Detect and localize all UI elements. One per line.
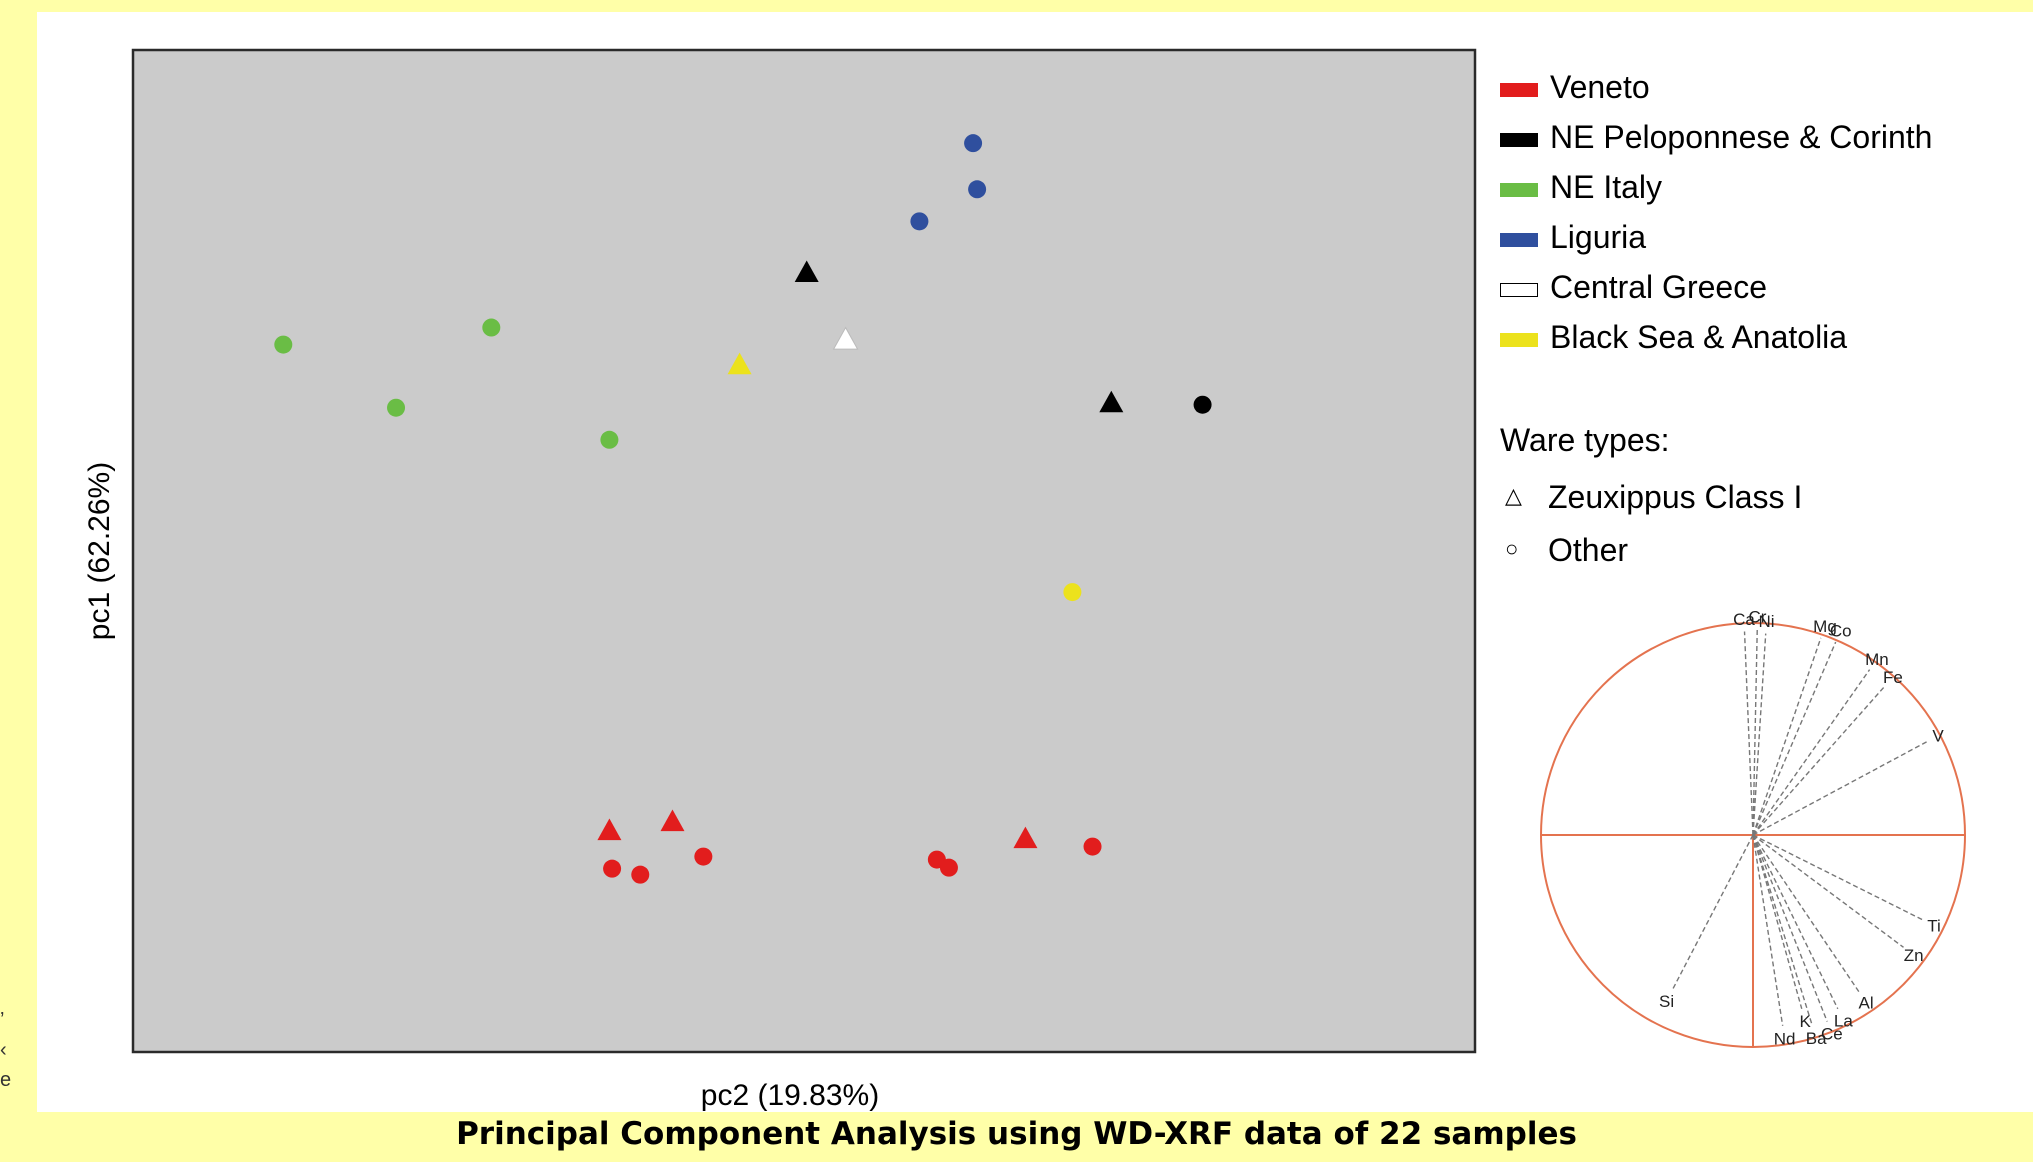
loading-label-k: K xyxy=(1800,1012,1812,1031)
loading-arrow-mn xyxy=(1752,669,1871,836)
point-ne-peloponnese-corinth-triangle-1 xyxy=(794,260,819,283)
legend-label-central-greece: Central Greece xyxy=(1550,269,1767,305)
point-veneto-triangle-2 xyxy=(660,809,685,832)
loading-arrow-si xyxy=(1671,834,1754,991)
loading-arrow-ca xyxy=(1743,631,1754,836)
loading-label-ba: Ba xyxy=(1806,1029,1827,1048)
loading-arrow-ni xyxy=(1752,633,1767,836)
point-liguria-circle-3 xyxy=(910,212,929,231)
point-black-sea-anatolia-circle-2 xyxy=(1063,583,1082,602)
y-axis-label: pc1 (62.26%) xyxy=(83,462,116,640)
legend-swatch-veneto xyxy=(1500,83,1538,97)
loading-label-mn: Mn xyxy=(1865,650,1889,669)
point-veneto-circle-5 xyxy=(631,865,650,884)
loading-label-la: La xyxy=(1834,1011,1853,1030)
loading-arrow-co xyxy=(1752,641,1837,836)
loading-arrow-ti xyxy=(1752,834,1923,921)
loading-label-zn: Zn xyxy=(1904,946,1924,965)
loading-arrow-v xyxy=(1752,741,1928,836)
legend-label-black-sea: Black Sea & Anatolia xyxy=(1550,319,1848,355)
point-central-greece-triangle-1 xyxy=(832,326,859,350)
legend-label-liguria: Liguria xyxy=(1550,219,1647,255)
legend-swatch-liguria xyxy=(1500,233,1538,247)
legend-swatch-black-sea xyxy=(1500,333,1538,347)
loading-arrow-zn xyxy=(1752,834,1904,948)
loading-arrow-ce xyxy=(1752,834,1828,1022)
point-black-sea-anatolia-triangle-1 xyxy=(727,352,752,375)
legend-label-veneto: Veneto xyxy=(1550,69,1650,105)
point-veneto-triangle-3 xyxy=(1013,826,1038,849)
loading-label-ce: Ce xyxy=(1821,1024,1843,1043)
loading-arrow-ba xyxy=(1752,834,1814,1027)
point-ne-peloponnese-corinth-circle-3 xyxy=(1193,395,1212,414)
point-veneto-circle-6 xyxy=(694,847,713,866)
loading-arrow-fe xyxy=(1752,686,1885,836)
legend-swatch-ne-peloponnese xyxy=(1500,133,1538,147)
point-liguria-circle-1 xyxy=(964,134,983,153)
loading-label-si: Si xyxy=(1659,992,1674,1011)
point-ne-italy-circle-2 xyxy=(482,318,501,337)
loading-arrow-nd xyxy=(1752,834,1784,1026)
triangle-icon: △ xyxy=(1505,483,1522,508)
legend-swatch-ne-italy xyxy=(1500,183,1538,197)
figure-caption: Principal Component Analysis using WD-XR… xyxy=(456,1116,1577,1152)
point-ne-italy-circle-4 xyxy=(600,430,619,449)
loading-arrow-al xyxy=(1752,834,1860,993)
loading-label-ti: Ti xyxy=(1927,916,1941,935)
loading-label-mg: Mg xyxy=(1813,617,1837,636)
loading-label-co: Co xyxy=(1830,621,1852,640)
loading-label-al: Al xyxy=(1859,993,1874,1012)
legend-ware-other: Other xyxy=(1548,532,1629,568)
legend-label-ne-italy: NE Italy xyxy=(1550,169,1663,205)
point-ne-italy-circle-1 xyxy=(274,335,293,354)
plot-area xyxy=(131,48,1477,1054)
loading-label-ca: Ca xyxy=(1733,610,1755,629)
loading-arrow-k xyxy=(1752,834,1803,1010)
point-veneto-triangle-1 xyxy=(597,818,622,841)
circle-icon: ○ xyxy=(1505,536,1519,561)
points-layer xyxy=(274,134,1212,884)
legend-swatch-central-greece xyxy=(1500,283,1538,297)
loading-label-nd: Nd xyxy=(1774,1029,1796,1048)
legend-ware-title: Ware types: xyxy=(1500,422,1670,458)
legend-ware-zeuxippus: Zeuxippus Class I xyxy=(1548,479,1803,515)
point-veneto-circle-8 xyxy=(939,858,958,877)
x-axis-label: pc2 (19.83%) xyxy=(701,1079,879,1112)
margin-glyphs: ’ ‹ e xyxy=(0,1009,12,1091)
loading-label-fe: Fe xyxy=(1883,668,1903,687)
loading-arrow-cr xyxy=(1752,629,1758,836)
point-ne-italy-circle-3 xyxy=(387,398,406,417)
point-liguria-circle-2 xyxy=(968,180,987,199)
loading-arrow-la xyxy=(1752,834,1839,1010)
loading-label-v: V xyxy=(1932,727,1944,746)
point-veneto-circle-4 xyxy=(603,859,622,878)
loading-label-ni: Ni xyxy=(1758,612,1774,631)
legend-label-ne-peloponnese: NE Peloponnese & Corinth xyxy=(1550,119,1933,155)
point-ne-peloponnese-corinth-triangle-2 xyxy=(1099,390,1124,413)
point-veneto-circle-9 xyxy=(1083,837,1102,856)
loading-arrow-mg xyxy=(1752,637,1822,836)
loading-label-cr: Cr xyxy=(1749,608,1767,627)
